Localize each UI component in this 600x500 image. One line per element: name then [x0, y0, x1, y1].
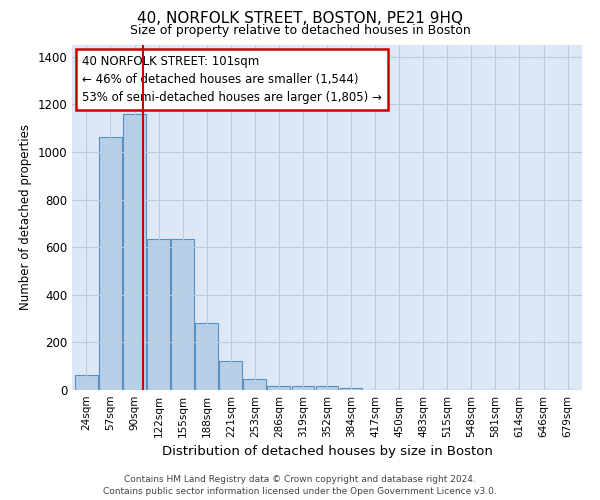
Text: 40, NORFOLK STREET, BOSTON, PE21 9HQ: 40, NORFOLK STREET, BOSTON, PE21 9HQ: [137, 11, 463, 26]
Text: Size of property relative to detached houses in Boston: Size of property relative to detached ho…: [130, 24, 470, 37]
Text: 40 NORFOLK STREET: 101sqm
← 46% of detached houses are smaller (1,544)
53% of se: 40 NORFOLK STREET: 101sqm ← 46% of detac…: [82, 56, 382, 104]
Bar: [244, 380, 266, 390]
Text: Contains HM Land Registry data © Crown copyright and database right 2024.
Contai: Contains HM Land Registry data © Crown c…: [103, 474, 497, 496]
Y-axis label: Number of detached properties: Number of detached properties: [19, 124, 32, 310]
Bar: [147, 239, 170, 390]
Bar: [75, 374, 98, 390]
Bar: [171, 239, 194, 390]
Bar: [292, 386, 314, 390]
Bar: [195, 324, 218, 390]
Bar: [316, 386, 338, 390]
Bar: [99, 136, 122, 390]
X-axis label: Distribution of detached houses by size in Boston: Distribution of detached houses by size …: [161, 446, 493, 458]
Bar: [123, 114, 146, 390]
Bar: [220, 362, 242, 390]
Bar: [340, 388, 362, 390]
Bar: [268, 386, 290, 390]
